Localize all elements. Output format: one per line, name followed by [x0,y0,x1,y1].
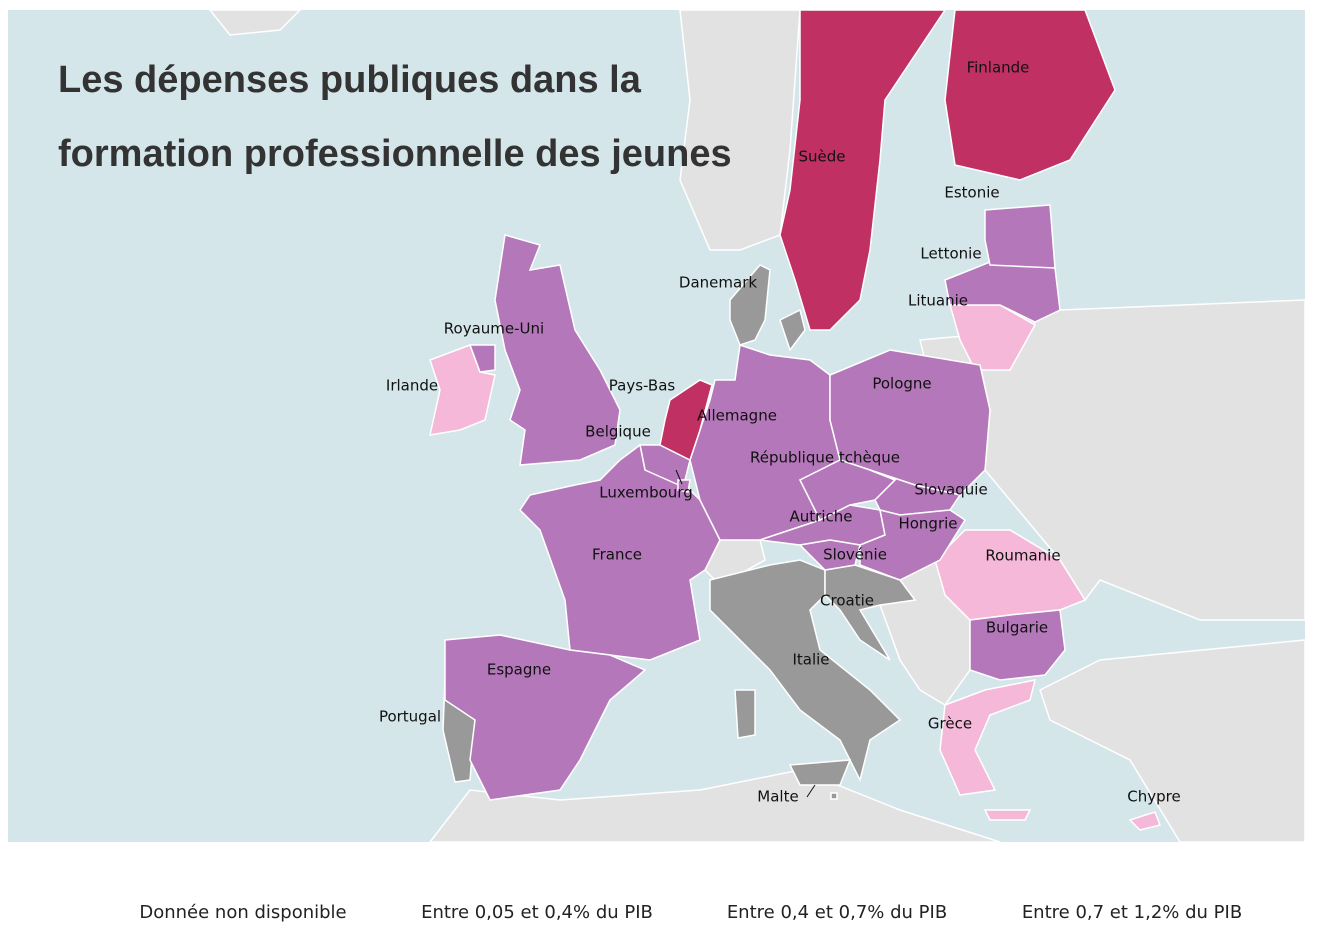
country-label: Grèce [928,715,972,733]
legend-label: Entre 0,7 et 1,2% du PIB [1022,902,1242,923]
country-label: Pays-Bas [609,377,676,395]
country-label: Allemagne [697,407,777,425]
country-label: Suède [798,148,845,166]
country-label: Lettonie [920,245,981,263]
legend-label: Entre 0,05 et 0,4% du PIB [421,902,653,923]
country-shape [985,810,1030,820]
country-shape [985,205,1055,268]
country-label: Danemark [679,274,757,292]
country-label: Slovaquie [914,481,987,499]
country-label: Finlande [967,59,1030,77]
legend-label: Donnée non disponible [139,902,346,923]
country-label: Italie [792,651,829,669]
country-label: Malte [757,788,798,806]
country-label: Royaume-Uni [444,320,544,338]
country-label: Slovénie [823,546,887,564]
country-label: Luxembourg [599,484,693,502]
country-label: France [592,546,642,564]
country-label: Irlande [386,377,438,395]
country-label: Pologne [872,375,931,393]
country-label: Espagne [487,661,551,679]
country-label: Estonie [944,184,999,202]
country-label: Hongrie [898,515,957,533]
country-label: République tchèque [750,449,900,467]
legend: Donnée non disponible Entre 0,05 et 0,4% … [139,902,1242,923]
country-shape [790,760,850,785]
page: {"title": ["Les dépenses publiques dans … [0,0,1330,937]
title-line: formation professionnelle des jeunes [58,133,732,175]
country-label: Croatie [820,592,874,610]
country-label: Portugal [379,708,441,726]
country-label: Roumanie [985,547,1060,565]
country-label: Chypre [1127,788,1180,806]
legend-label: Entre 0,4 et 0,7% du PIB [727,902,947,923]
country-label: Autriche [790,508,853,526]
map: Danemark Italie Croatie Portugal Malte Irland… [0,0,1330,937]
country-label: Belgique [585,423,651,441]
country-shape [735,690,755,738]
country-label: Bulgarie [986,619,1048,637]
country-label: Lituanie [908,292,968,310]
title-line: Les dépenses publiques dans la [58,59,642,101]
country-shape [831,793,837,799]
